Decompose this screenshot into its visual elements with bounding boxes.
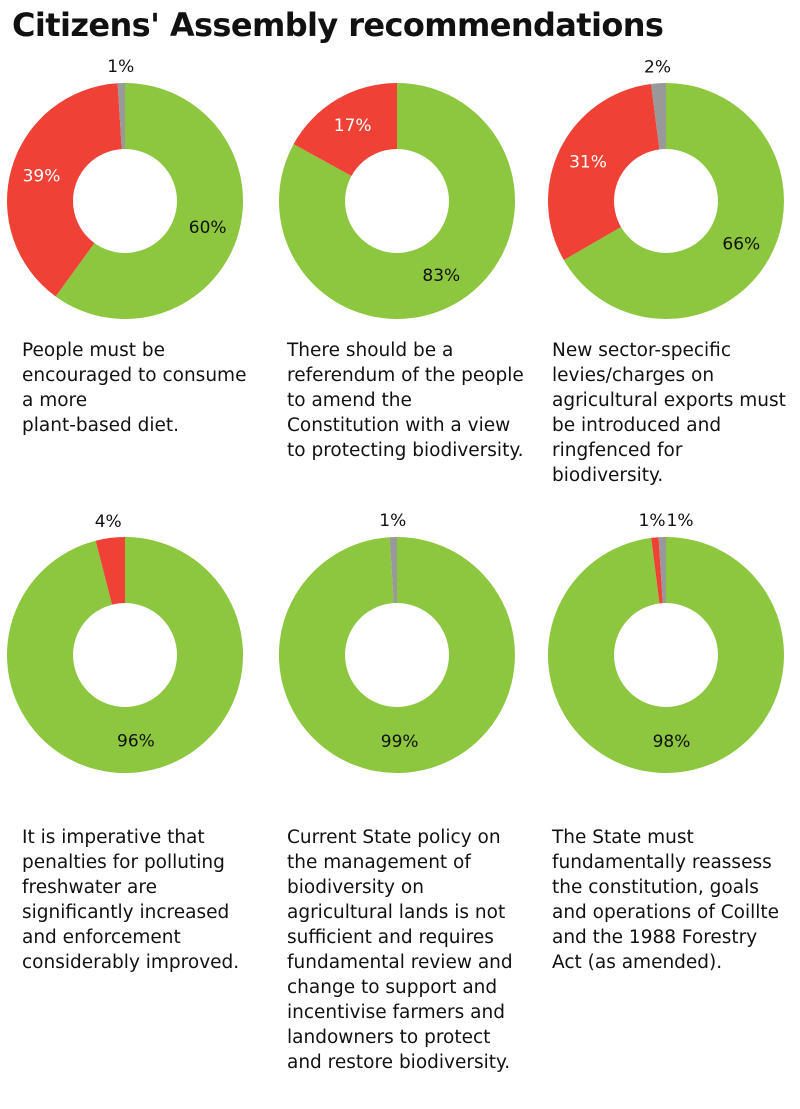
caption-line: fundamentally reassess — [552, 852, 772, 873]
caption-line: the constitution, goals — [552, 877, 759, 898]
caption-line: Current State policy on — [287, 827, 501, 848]
page-title: Citizens' Assembly recommendations — [12, 6, 664, 44]
caption-line: to amend the — [287, 390, 412, 411]
caption-line: change to support and — [287, 977, 498, 998]
caption-line: agricultural exports must — [552, 390, 786, 411]
caption-line: significantly increased — [22, 902, 230, 923]
caption-line: biodiversity. — [552, 465, 664, 486]
caption-line: People must be — [22, 340, 165, 361]
slice-label-abstain: 1% — [379, 511, 406, 531]
caption-line: encouraged to consume — [22, 365, 247, 386]
slice-label-abstain: 2% — [644, 57, 671, 77]
slice-label-abstain: 1% — [667, 511, 694, 531]
caption-line: penalties for polluting — [22, 852, 225, 873]
caption-line: plant-based diet. — [22, 415, 179, 436]
caption-line: incentivise farmers and — [287, 1002, 505, 1023]
caption-line: levies/charges on — [552, 365, 715, 386]
chart-caption-3: New sector-specific levies/charges on agri… — [552, 338, 800, 488]
chart-caption-6: The State must fundamentally reassess the … — [552, 825, 800, 975]
chart-caption-5: Current State policy on the management of… — [287, 825, 539, 1075]
donut-hole — [345, 149, 449, 253]
caption-line: ringfenced for — [552, 440, 683, 461]
caption-line: The State must — [552, 827, 694, 848]
slice-label-for: 83% — [422, 266, 460, 286]
slice-label-against: 1% — [639, 511, 666, 531]
slice-against — [7, 83, 125, 297]
caption-line: biodiversity on — [287, 877, 424, 898]
slice-label-against: 4% — [95, 512, 122, 532]
slice-label-for: 98% — [653, 732, 691, 752]
donut-chart-1: 60% 39% 1% — [7, 57, 244, 319]
caption-line: sufficient and requires — [287, 927, 494, 948]
chart-caption-4: It is imperative that penalties for pollu… — [22, 825, 274, 975]
caption-line: fundamental review and — [287, 952, 513, 973]
caption-line: freshwater are — [22, 877, 157, 898]
caption-line: agricultural lands is not — [287, 902, 506, 923]
donut-hole — [73, 603, 177, 707]
donut-hole — [614, 149, 718, 253]
slice-label-against: 17% — [334, 116, 372, 136]
slice-label-against: 31% — [569, 152, 607, 172]
caption-line: the management of — [287, 852, 471, 873]
slice-label-for: 96% — [117, 731, 155, 751]
caption-line: It is imperative that — [22, 827, 205, 848]
caption-line: and restore biodiversity. — [287, 1052, 511, 1073]
donut-chart-2: 83% 17% — [279, 83, 516, 319]
slice-label-for: 99% — [381, 732, 419, 752]
caption-line: considerably improved. — [22, 952, 240, 973]
caption-line: a more — [22, 390, 88, 411]
caption-line: landowners to protect — [287, 1027, 491, 1048]
donut-hole — [345, 603, 449, 707]
slice-label-for: 60% — [189, 218, 227, 238]
donut-chart-5: 99% 1% — [278, 511, 515, 773]
caption-line: and enforcement — [22, 927, 181, 948]
donut-chart-6: 98% 1% 1% — [547, 511, 784, 773]
donut-hole — [73, 149, 177, 253]
slice-label-abstain: 1% — [107, 57, 134, 77]
caption-line: There should be a — [287, 340, 454, 361]
chart-caption-2: There should be a referendum of the peopl… — [287, 338, 539, 463]
caption-line: and the 1988 Forestry — [552, 927, 758, 948]
caption-line: be introduced and — [552, 415, 722, 436]
caption-line: referendum of the people — [287, 365, 524, 386]
caption-line: New sector-specific — [552, 340, 731, 361]
donut-chart-4: 96% 4% — [7, 512, 244, 773]
slice-label-against: 39% — [23, 167, 61, 187]
chart-caption-1: People must be encouraged to consume a mor… — [22, 338, 274, 438]
donut-hole — [614, 603, 718, 707]
caption-line: Act (as amended). — [552, 952, 723, 973]
caption-line: and operations of Coillte — [552, 902, 780, 923]
caption-line: to protecting biodiversity. — [287, 440, 524, 461]
donut-chart-3: 66% 31% 2% — [548, 57, 785, 319]
caption-line: Constitution with a view — [287, 415, 511, 436]
slice-label-for: 66% — [722, 235, 760, 255]
